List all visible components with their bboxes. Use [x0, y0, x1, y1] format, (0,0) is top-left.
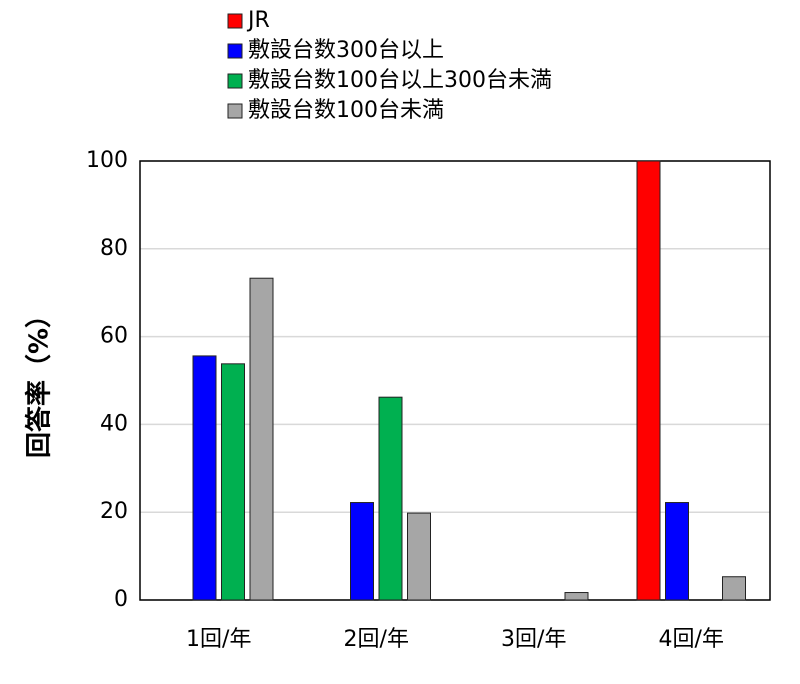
legend-label: JR	[246, 8, 270, 33]
x-tick-label: 4回/年	[659, 627, 724, 652]
legend-swatch	[227, 43, 243, 59]
bar	[665, 502, 689, 601]
legend-swatch	[227, 73, 243, 89]
y-tick-label: 100	[86, 148, 128, 173]
y-tick-label: 60	[100, 324, 128, 349]
y-tick-label: 20	[100, 499, 128, 524]
bar	[249, 277, 274, 601]
legend-swatch	[227, 13, 243, 29]
y-axis-label: 回答率（%）	[24, 302, 55, 458]
x-tick-label: 2回/年	[344, 627, 409, 652]
bar	[221, 363, 245, 601]
legend-swatch	[227, 103, 243, 119]
bar	[378, 396, 403, 601]
bar	[722, 576, 746, 601]
bar	[564, 592, 589, 601]
bar	[192, 355, 217, 601]
legend-label: 敷設台数300台以上	[248, 38, 444, 63]
y-tick-label: 40	[100, 411, 128, 436]
legend-label: 敷設台数100台以上300台未満	[248, 68, 552, 93]
x-tick-label: 3回/年	[501, 627, 566, 652]
plot-frame	[139, 160, 771, 601]
y-tick-label: 80	[100, 236, 128, 261]
y-tick-label: 0	[114, 587, 128, 612]
bar	[350, 502, 374, 601]
bar	[636, 160, 661, 601]
x-tick-label: 1回/年	[186, 627, 251, 652]
legend-label: 敷設台数100台未満	[248, 98, 444, 123]
bar	[407, 512, 431, 601]
